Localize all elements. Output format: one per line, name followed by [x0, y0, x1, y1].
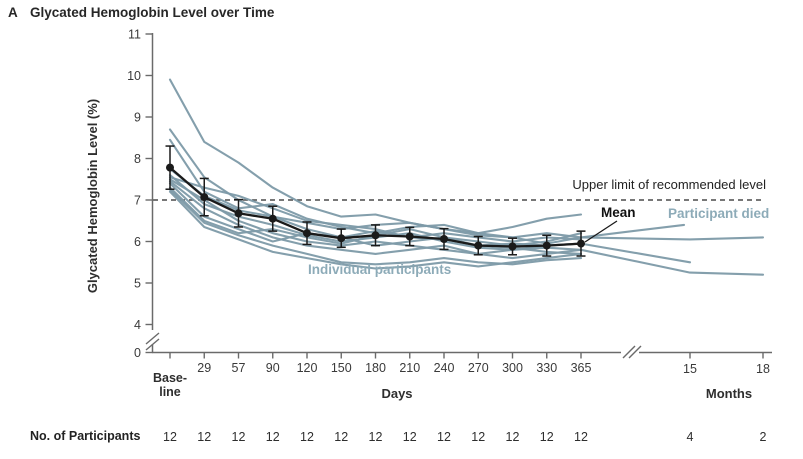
- y-tick-label: 10: [127, 69, 141, 83]
- x-axis-break: [622, 345, 636, 359]
- x-tick-label: 29: [197, 361, 211, 375]
- x-axis-break: [628, 345, 642, 359]
- y-tick-label: 11: [128, 28, 141, 42]
- mean-point: [508, 242, 517, 251]
- mean-point: [371, 231, 380, 240]
- x-tick-label: 15: [683, 362, 697, 376]
- participant-count: 12: [232, 430, 246, 444]
- participant-count: 12: [506, 430, 520, 444]
- x-tick-baseline-line2: line: [159, 385, 181, 399]
- x-tick-label: 120: [297, 361, 318, 375]
- mean-pointer-line: [584, 220, 618, 243]
- participant-count: 4: [687, 430, 694, 444]
- mean-point: [166, 163, 174, 172]
- y-axis-break-mask: [145, 330, 160, 344]
- participant-count: 12: [197, 430, 211, 444]
- participant-count: 12: [163, 430, 177, 444]
- x-axis-days-label: Days: [381, 386, 413, 401]
- y-tick-label: 6: [134, 235, 141, 249]
- participant-count: 12: [403, 430, 417, 444]
- participant-count: 12: [574, 430, 588, 444]
- participants-row-label: No. of Participants: [30, 429, 141, 443]
- x-tick-label: 150: [331, 361, 352, 375]
- mean-point: [234, 209, 243, 218]
- participant-line: [168, 78, 583, 235]
- individual-participants-annotation: Individual participants: [308, 262, 452, 277]
- mean-point: [474, 241, 483, 250]
- mean-point: [337, 234, 346, 243]
- x-tick-label: 300: [502, 361, 523, 375]
- y-tick-label: 0: [134, 346, 141, 360]
- mean-point: [303, 229, 311, 238]
- x-tick-label: 90: [266, 361, 280, 375]
- participant-died-annotation: Participant died: [668, 206, 770, 221]
- mean-point: [577, 239, 585, 248]
- y-tick-label: 4: [134, 318, 141, 332]
- x-tick-label: 180: [365, 361, 386, 375]
- y-axis-break: [145, 338, 160, 351]
- x-tick-baseline-line1: Base-: [152, 371, 188, 385]
- participant-count: 12: [266, 430, 280, 444]
- participant-count: 12: [437, 430, 451, 444]
- x-tick-label: 270: [468, 361, 489, 375]
- participant-count: 12: [334, 430, 348, 444]
- x-tick-label: 240: [434, 361, 455, 375]
- y-tick-label: 7: [134, 194, 141, 208]
- y-tick-label: 5: [134, 277, 141, 291]
- figure-title: Glycated Hemoglobin Level over Time: [30, 5, 275, 20]
- upper-limit-annotation: Upper limit of recommended level: [572, 177, 766, 192]
- participant-count: 12: [300, 430, 314, 444]
- x-tick-label: 18: [756, 362, 770, 376]
- mean-point: [542, 241, 551, 250]
- mean-point: [200, 193, 209, 202]
- y-axis-label: Glycated Hemoglobin Level (%): [85, 98, 100, 294]
- y-axis-break: [145, 332, 160, 345]
- participant-count: 12: [369, 430, 383, 444]
- panel-label: A: [8, 5, 18, 20]
- mean-point: [268, 214, 277, 223]
- participant-count: 12: [471, 430, 485, 444]
- x-tick-label: 210: [399, 361, 420, 375]
- x-tick-label: 330: [536, 361, 557, 375]
- participant-count: 2: [760, 430, 767, 444]
- participant-count: 12: [540, 430, 554, 444]
- mean-annotation: Mean: [601, 205, 636, 220]
- x-tick-label: 365: [571, 361, 592, 375]
- x-axis-months-label: Months: [705, 386, 753, 401]
- y-tick-label: 9: [134, 111, 141, 125]
- x-tick-label: 57: [232, 361, 246, 375]
- participant-line: [168, 190, 583, 270]
- y-tick-label: 8: [134, 152, 141, 166]
- mean-point: [405, 232, 414, 241]
- participant-line: [168, 188, 583, 266]
- mean-point: [440, 235, 448, 243]
